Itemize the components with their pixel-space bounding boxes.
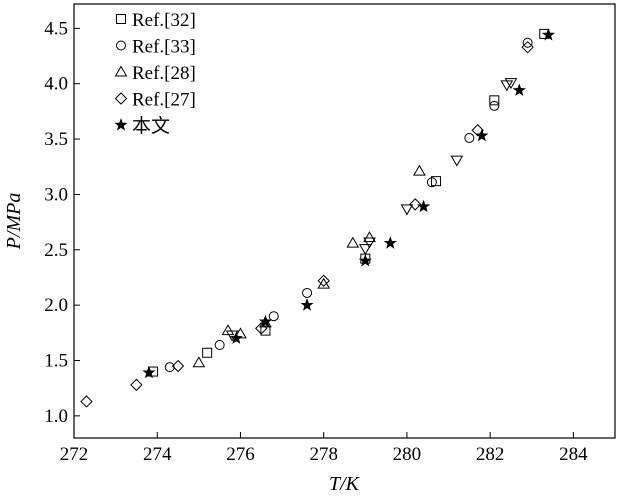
y-tick-label: 4.0 (44, 74, 68, 95)
diamond-marker (255, 322, 268, 335)
triangle-down-marker (504, 78, 518, 90)
data-points (80, 28, 555, 408)
x-tick-label: 280 (393, 444, 422, 465)
diamond-marker (80, 395, 93, 408)
y-tick-label: 1.5 (44, 351, 68, 372)
diamond-marker (521, 40, 534, 54)
star-marker (142, 365, 156, 379)
legend-label: Ref.[32] (132, 10, 196, 31)
y-tick-label: 4.5 (44, 18, 68, 39)
y-tick-label: 1.0 (44, 406, 68, 427)
square-marker (260, 325, 271, 336)
triangle-down-marker (500, 80, 514, 92)
legend-label: 本文 (132, 115, 170, 137)
legend-label: Ref.[33] (132, 37, 196, 58)
plot-frame (73, 3, 616, 439)
circle-marker (426, 177, 437, 188)
star-marker (417, 199, 431, 213)
legend-circle-marker (116, 40, 126, 51)
square-marker (489, 95, 500, 106)
triangle-up-marker (363, 231, 376, 243)
triangle-up-marker (221, 324, 235, 336)
triangle-down-marker (400, 204, 414, 216)
circle-marker (268, 311, 279, 322)
circle-marker (164, 362, 175, 373)
legend-label: Ref.[28] (132, 63, 196, 84)
triangle-down-marker (225, 330, 239, 342)
diamond-marker (130, 378, 143, 392)
star-marker (475, 128, 489, 142)
x-tick-label: 276 (226, 444, 255, 465)
triangle-down-marker (358, 244, 372, 256)
legend-label: Ref.[27] (132, 90, 196, 111)
star-marker (358, 253, 372, 267)
x-tick-label: 274 (143, 444, 172, 465)
x-axis: 272 274 276 278 280 282 284 (60, 432, 588, 465)
diamond-marker (471, 124, 484, 137)
x-tick-label: 284 (559, 444, 588, 465)
triangle-up-marker (192, 356, 206, 368)
x-tick-label: 282 (476, 444, 505, 465)
circle-marker (464, 132, 475, 143)
circle-marker (522, 37, 533, 48)
square-marker (431, 176, 442, 187)
star-marker (300, 298, 314, 311)
y-tick-label: 2.5 (44, 240, 68, 261)
legend-diamond-marker (114, 92, 128, 105)
star-marker (229, 331, 243, 344)
y-tick-label: 2.0 (44, 295, 68, 316)
triangle-up-marker (413, 164, 426, 176)
x-axis-label: T/K (329, 473, 361, 495)
legend: Ref.[32] Ref.[33] Ref.[28] Ref.[27] 本文 (114, 10, 196, 137)
triangle-down-marker (450, 155, 464, 167)
circle-marker (489, 100, 500, 111)
star-marker (383, 236, 397, 249)
circle-marker (214, 340, 225, 350)
legend-square-marker (116, 14, 126, 24)
legend-triangle-up-marker (114, 65, 128, 77)
y-axis-label: P/MPa (3, 193, 25, 251)
star-marker (258, 314, 272, 328)
y-axis: 1.0 1.5 2.0 2.5 3.0 3.5 4.0 4.5 (44, 18, 80, 427)
x-tick-label: 278 (309, 444, 338, 465)
triangle-up-marker (346, 236, 360, 248)
diamond-marker (409, 198, 422, 211)
legend-star-marker (114, 118, 128, 131)
y-tick-label: 3.0 (44, 184, 68, 205)
y-tick-label: 3.5 (44, 129, 68, 150)
diamond-marker (317, 274, 330, 287)
x-tick-label: 272 (60, 444, 89, 465)
circle-marker (302, 287, 313, 298)
square-marker (202, 347, 213, 358)
star-marker (512, 83, 526, 96)
triangle-down-marker (363, 237, 376, 249)
diamond-marker (171, 359, 185, 373)
star-marker (541, 28, 555, 41)
